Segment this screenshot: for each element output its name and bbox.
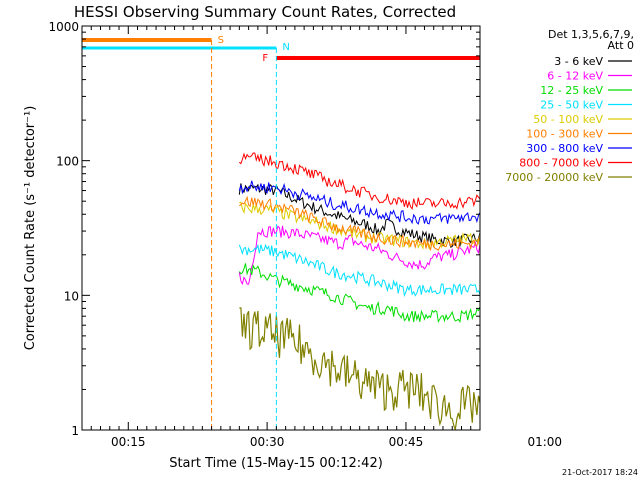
legend-label-2: 12 - 25 keV bbox=[540, 84, 603, 97]
legend-label-8: 7000 - 20000 keV bbox=[505, 171, 603, 184]
x-tick-label-0: 00:15 bbox=[111, 435, 146, 449]
series-line-0 bbox=[238, 183, 480, 248]
y-axis: 1 10 100 1000 bbox=[48, 20, 480, 438]
legend-label-4: 50 - 100 keV bbox=[533, 113, 603, 126]
legend-label-0: 3 - 6 keV bbox=[554, 55, 603, 68]
series-line-1 bbox=[238, 225, 480, 286]
series-line-2 bbox=[238, 263, 480, 324]
x-tick-label-1: 00:30 bbox=[250, 435, 285, 449]
legend-label-3: 25 - 50 keV bbox=[540, 99, 603, 112]
chart-title: HESSI Observing Summary Count Rates, Cor… bbox=[74, 3, 456, 21]
f-label: F bbox=[262, 53, 268, 64]
legend-label-7: 800 - 7000 keV bbox=[519, 157, 603, 170]
y-tick-label-0: 1 bbox=[71, 424, 79, 438]
legend-label-6: 300 - 800 keV bbox=[526, 142, 603, 155]
legend: Det 1,3,5,6,7,9,Att 0 3 - 6 keV 6 - 12 keV… bbox=[505, 28, 634, 184]
legend-header-0: Det 1,3,5,6,7,9, bbox=[548, 28, 634, 41]
y-tick-label-1: 10 bbox=[64, 289, 79, 303]
y-tick-label-2: 100 bbox=[56, 155, 79, 169]
legend-header-1: Att 0 bbox=[608, 39, 634, 52]
series-line-7 bbox=[238, 152, 480, 211]
series-line-3 bbox=[238, 243, 480, 298]
x-tick-label-2: 00:45 bbox=[389, 435, 424, 449]
date-stamp: 21-Oct-2017 18:24 bbox=[562, 468, 638, 477]
annotation-layer bbox=[82, 38, 480, 430]
series-layer bbox=[238, 152, 480, 430]
series-line-6 bbox=[238, 180, 480, 225]
legend-label-1: 6 - 12 keV bbox=[547, 70, 603, 83]
y-axis-label: Corrected Count Rate (s⁻¹ detector⁻¹) bbox=[23, 106, 38, 351]
plot-frame bbox=[81, 25, 481, 431]
s-label: S bbox=[218, 35, 224, 46]
n-label: N bbox=[282, 42, 289, 53]
x-tick-label-3: 01:00 bbox=[527, 435, 562, 449]
legend-label-5: 100 - 300 keV bbox=[526, 128, 603, 141]
x-axis-label: Start Time (15-May-15 00:12:42) bbox=[169, 456, 383, 471]
series-line-8 bbox=[239, 307, 480, 430]
y-tick-label-3: 1000 bbox=[48, 20, 79, 34]
series-line-5 bbox=[238, 195, 480, 252]
